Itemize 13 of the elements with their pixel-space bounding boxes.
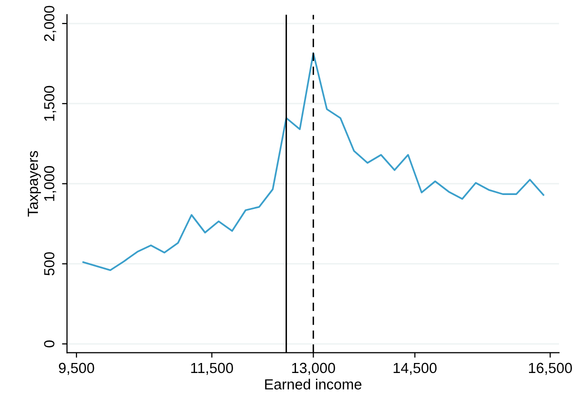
x-tick-label: 13,000 (292, 362, 336, 375)
y-tick-label: 500 (44, 252, 54, 276)
x-tick-label: 9,500 (58, 362, 94, 375)
x-tick-label: 16,500 (529, 362, 572, 375)
x-tick-label: 14,500 (394, 362, 437, 375)
y-axis-title: Taxpayers (28, 150, 41, 217)
y-tick-label: 1,000 (44, 166, 56, 201)
x-tick-label: 11,500 (191, 362, 234, 375)
line-series (82, 52, 544, 272)
y-tick-label: 0 (44, 340, 54, 348)
y-tick-label: 1,500 (44, 86, 56, 121)
y-tick-label: 2,000 (44, 6, 56, 42)
x-axis-title: Earned income (265, 378, 362, 390)
